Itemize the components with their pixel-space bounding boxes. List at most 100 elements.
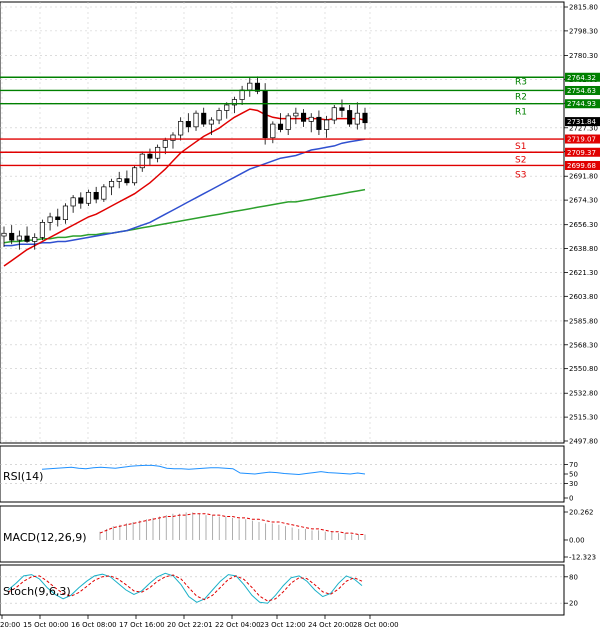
candle [193,110,199,131]
time-tick-label: 28 Oct 00:00 [353,621,399,629]
price-tick-label: 2603.80 [569,293,598,301]
candles [1,76,368,250]
candle [178,117,184,141]
candle-body [354,112,360,125]
candle [262,83,268,145]
candle-body [324,119,330,130]
candle-body [301,112,307,122]
price-tick-label: 2656.30 [569,221,598,229]
candle-body [293,112,299,117]
candle-body [93,191,99,200]
candle-body [247,82,253,91]
candle [16,230,22,250]
price-tick-label: 2532.80 [569,390,598,398]
candle-body [124,178,130,184]
candle [147,148,153,166]
candle [362,107,368,130]
candle-body [32,237,38,242]
rsi-line [41,464,366,476]
candle-body [285,115,291,130]
candle-body [254,82,261,92]
candle [170,132,176,149]
candle [216,107,222,125]
pivot-value-label: 2709.37 [567,149,596,157]
pivot-label-r2: R2 [515,92,527,102]
macd-plot [99,512,366,540]
candle [339,99,345,118]
candle [162,137,168,155]
candle [224,102,230,119]
pivot-value-box [565,85,600,95]
price-tick-label: 2638.80 [569,245,598,253]
pivot-value-label: 2764.32 [567,74,596,82]
rsi-tick-label: 70 [569,461,578,469]
candle [331,104,337,125]
price-tick-label: 2515.30 [569,414,598,422]
macd-tick-label: -12.323 [569,554,596,562]
candle [301,109,307,127]
candle-body [132,167,138,184]
candle [324,115,330,138]
candle [201,107,207,127]
price-tick-label: 2585.80 [569,317,598,325]
candle-body [362,112,368,124]
candle-body [108,181,115,188]
time-tick-label: 15 Oct 00:00 [23,621,69,629]
time-tick-label: 20 Oct 22:01 [167,621,213,629]
candle-body [147,153,153,159]
pivot-value-box [565,147,600,157]
candle-body [216,110,222,121]
candle-body [331,107,337,121]
candle [62,203,68,224]
macd-tick-label: 20.262 [569,509,594,517]
candle-body [1,232,7,237]
candle-body [308,116,314,122]
current-price-label: 2731.84 [567,118,596,126]
macd-signal-line [99,513,365,535]
pivot-label-s1: S1 [515,142,526,152]
candle [285,113,291,136]
candle-body [347,110,353,125]
candle [124,170,130,186]
candle [316,110,322,136]
candle-body [270,123,276,139]
macd-panel [0,505,565,563]
candle [9,225,15,245]
pivot-levels: R3 R2 R1 S1 S2 S3 [0,76,564,180]
stoch-tick-label: 20 [569,600,578,608]
pivot-label-r3: R3 [515,77,527,87]
rsi-tick-label: 0 [569,495,573,503]
time-tick-label: 22 Oct 04:00 [215,621,261,629]
candle [347,104,353,127]
candle [277,113,284,133]
candle [185,113,191,133]
rsi-plot [0,464,564,484]
candle-body [262,90,268,139]
rsi-tick-label: 30 [569,480,578,488]
time-tick-label: 16 Oct 08:00 [71,621,117,629]
candle [24,226,30,243]
pivot-value-label: 2719.07 [567,136,596,144]
candle [139,151,145,172]
price-tick-label: 2691.80 [569,173,598,181]
candle-body [16,235,22,241]
price-tick-label: 2674.30 [569,197,598,205]
time-tick-label: 23 Oct 12:00 [260,621,306,629]
candle [108,178,115,196]
candle-body [139,153,145,169]
price-tick-label: 2780.30 [569,52,598,60]
candle-body [62,205,68,220]
candle [47,212,53,231]
candle-body [185,121,191,128]
candle [1,226,7,247]
candle-body [55,216,61,220]
candle-body [24,235,30,242]
stoch-panel [0,564,565,616]
time-axis: 20:00 15 Oct 00:00 16 Oct 08:00 17 Oct 16:0… [0,615,399,629]
ma-slow-line [3,188,366,244]
candle [39,219,45,241]
candle-body [208,119,214,125]
price-tick-label: 2621.30 [569,269,598,277]
candle-body [339,107,345,111]
candle-body [231,99,237,106]
